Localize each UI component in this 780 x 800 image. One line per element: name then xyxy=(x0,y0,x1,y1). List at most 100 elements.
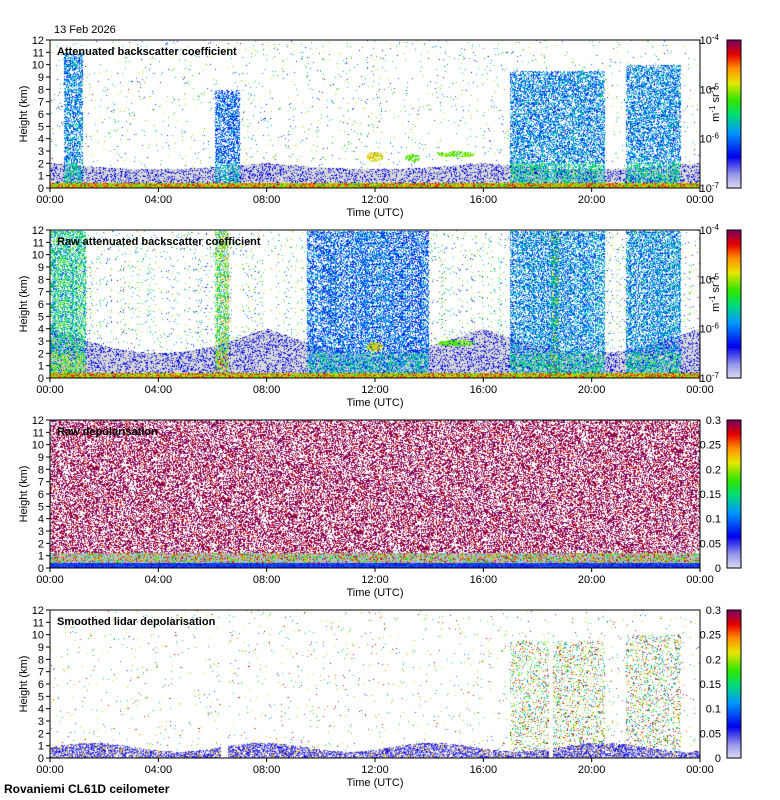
y-tick-label: 3 xyxy=(38,336,44,348)
colorbar-segment xyxy=(727,64,741,68)
colorbar-frame xyxy=(726,39,742,189)
colorbar-segment xyxy=(727,155,741,159)
colorbar-segment xyxy=(727,341,741,345)
y-tick-label: 6 xyxy=(38,679,44,691)
x-tick-label: 08:00 xyxy=(253,384,281,396)
colorbar-segment xyxy=(727,725,741,729)
colorbar-segment xyxy=(727,62,741,66)
colorbar-segment xyxy=(727,326,741,330)
colorbar-segment xyxy=(727,259,741,263)
colorbar-segment xyxy=(727,294,741,298)
colorbar-segment xyxy=(727,486,741,490)
y-tick-label: 10 xyxy=(32,60,44,72)
colorbar-segment xyxy=(727,89,741,93)
colorbar-segment xyxy=(727,274,741,278)
colorbar-segment xyxy=(727,160,741,164)
colorbar-segment xyxy=(727,355,741,359)
x-tick-label: 12:00 xyxy=(361,384,389,396)
colorbar-segment xyxy=(727,528,741,532)
x-tick-label: 00:00 xyxy=(686,384,714,396)
y-tick-label: 11 xyxy=(33,617,44,629)
colorbar-frame xyxy=(726,609,742,759)
colorbar-segment xyxy=(727,316,741,320)
colorbar-segment xyxy=(727,452,741,456)
colorbar-segment xyxy=(727,264,741,268)
colorbar-tick-label: 0.15 xyxy=(700,679,721,691)
colorbar-segment xyxy=(727,671,741,675)
colorbar-segment xyxy=(727,158,741,162)
y-axis-label: Height (km) xyxy=(18,466,30,523)
colorbar-segment xyxy=(727,168,741,172)
colorbar-segment xyxy=(727,165,741,169)
colorbar-segment xyxy=(727,353,741,357)
y-tick-label: 5 xyxy=(38,691,44,703)
y-tick-label: 3 xyxy=(38,716,44,728)
colorbar-segment xyxy=(727,249,741,253)
colorbar-segment xyxy=(727,123,741,127)
y-tick-label: 4 xyxy=(38,134,44,146)
colorbar-segment xyxy=(727,42,741,46)
colorbar-segment xyxy=(727,498,741,502)
panel-2: Raw attenuated backscatter coefficient01… xyxy=(18,223,742,409)
y-tick-label: 2 xyxy=(38,538,44,550)
colorbar-segment xyxy=(727,550,741,554)
colorbar-segment xyxy=(727,138,741,142)
colorbar-segment xyxy=(727,518,741,522)
colorbar-segment xyxy=(727,466,741,470)
colorbar-tick-label: 0.15 xyxy=(700,489,721,501)
colorbar-segment xyxy=(727,183,741,187)
colorbar-segment xyxy=(727,444,741,448)
x-tick-label: 00:00 xyxy=(36,764,64,776)
colorbar-segment xyxy=(727,153,741,157)
colorbar-segment xyxy=(727,126,741,130)
colorbar-segment xyxy=(727,86,741,90)
colorbar-segment xyxy=(727,116,741,120)
colorbar-segment xyxy=(727,674,741,678)
colorbar-segment xyxy=(727,743,741,747)
colorbar-segment xyxy=(727,114,741,118)
colorbar-segment xyxy=(727,676,741,680)
colorbar-segment xyxy=(727,474,741,478)
colorbar-segment xyxy=(727,647,741,651)
heatmap-image xyxy=(50,420,700,568)
y-tick-label: 3 xyxy=(38,146,44,158)
y-tick-label: 9 xyxy=(38,72,44,84)
panel-title: Raw depolarisation xyxy=(57,426,158,438)
y-tick-label: 2 xyxy=(38,158,44,170)
colorbar-segment xyxy=(727,269,741,273)
y-tick-label: 12 xyxy=(32,35,44,47)
colorbar-segment xyxy=(727,484,741,488)
colorbar-segment xyxy=(727,345,741,349)
colorbar-segment xyxy=(727,365,741,369)
y-tick-label: 6 xyxy=(38,109,44,121)
colorbar-segment xyxy=(727,178,741,182)
colorbar-segment xyxy=(727,432,741,436)
colorbar-segment xyxy=(727,728,741,732)
colorbar-segment xyxy=(727,94,741,98)
x-tick-label: 04:00 xyxy=(145,764,173,776)
colorbar-segment xyxy=(727,686,741,690)
panel-title: Smoothed lidar depolarisation xyxy=(57,616,216,628)
x-tick-label: 16:00 xyxy=(470,384,498,396)
colorbar-segment xyxy=(727,698,741,702)
colorbar-segment xyxy=(727,523,741,527)
colorbar-segment xyxy=(727,96,741,100)
colorbar-tick-label: 0.05 xyxy=(700,538,721,550)
colorbar-segment xyxy=(727,708,741,712)
colorbar-segment xyxy=(727,511,741,515)
colorbar-segment xyxy=(727,506,741,510)
colorbar-segment xyxy=(727,427,741,431)
y-tick-label: 1 xyxy=(38,361,44,373)
colorbar-segment xyxy=(727,442,741,446)
colorbar-segment xyxy=(727,284,741,288)
y-tick-label: 6 xyxy=(38,489,44,501)
colorbar-segment xyxy=(727,232,741,236)
colorbar-segment xyxy=(727,535,741,539)
colorbar-segment xyxy=(727,540,741,544)
colorbar-segment xyxy=(727,350,741,354)
colorbar-segment xyxy=(727,553,741,557)
colorbar-segment xyxy=(727,755,741,759)
x-axis-label: Time (UTC) xyxy=(346,777,403,789)
colorbar-tick-label: 0.1 xyxy=(706,704,721,716)
colorbar: 0.3 0.25 0.2 0.15 0.1 0.05 0 xyxy=(700,415,742,575)
